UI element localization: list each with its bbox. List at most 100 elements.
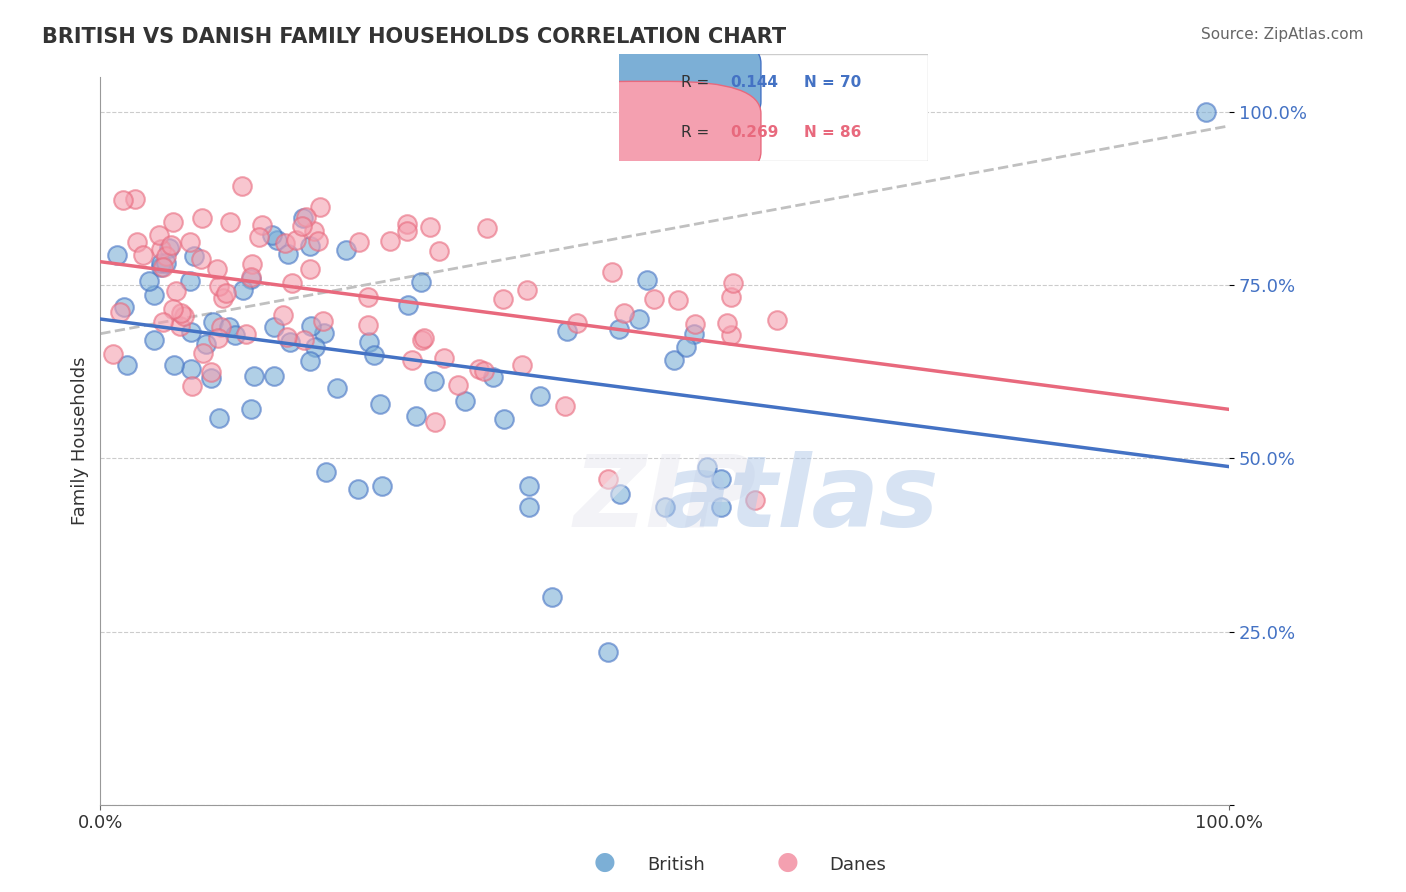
Point	[242, 257, 264, 271]
Point	[280, 276, 302, 290]
Point	[744, 492, 766, 507]
Point	[302, 224, 325, 238]
Point	[405, 409, 427, 423]
Point	[643, 293, 665, 307]
Point	[529, 389, 551, 403]
Point	[157, 241, 180, 255]
Point	[766, 313, 789, 327]
Point	[262, 228, 284, 243]
Point	[169, 319, 191, 334]
FancyBboxPatch shape	[538, 81, 761, 184]
Point	[181, 379, 204, 393]
Point	[149, 260, 172, 274]
Text: ●: ●	[593, 850, 616, 874]
Point	[232, 284, 254, 298]
Point	[557, 325, 579, 339]
Point	[208, 410, 231, 425]
Point	[363, 348, 385, 362]
Point	[214, 285, 236, 300]
FancyBboxPatch shape	[538, 31, 761, 134]
Point	[108, 305, 131, 319]
Point	[218, 320, 240, 334]
Point	[195, 336, 218, 351]
Point	[654, 500, 676, 514]
Point	[298, 261, 321, 276]
Point	[600, 265, 623, 279]
Point	[200, 365, 222, 379]
Point	[433, 351, 456, 366]
Point	[112, 301, 135, 315]
Point	[613, 306, 636, 320]
Point	[278, 335, 301, 350]
Point	[565, 316, 588, 330]
Point	[138, 274, 160, 288]
Point	[239, 402, 262, 417]
Point	[193, 346, 215, 360]
Point	[292, 211, 315, 226]
Point	[468, 362, 491, 376]
Text: 0.144: 0.144	[730, 75, 778, 90]
Point	[419, 220, 441, 235]
Point	[202, 315, 225, 329]
Point	[301, 318, 323, 333]
Point	[117, 358, 139, 372]
Point	[277, 247, 299, 261]
Point	[212, 291, 235, 305]
Point	[307, 234, 329, 248]
Point	[252, 218, 274, 232]
Point	[482, 370, 505, 384]
Point	[411, 334, 433, 348]
Point	[357, 290, 380, 304]
Point	[266, 233, 288, 247]
Point	[183, 249, 205, 263]
Point	[111, 193, 134, 207]
Point	[683, 317, 706, 331]
Point	[554, 399, 576, 413]
Point	[180, 362, 202, 376]
Point	[150, 256, 173, 270]
Point	[517, 500, 540, 514]
Point	[127, 235, 149, 249]
Point	[510, 358, 533, 372]
Point	[413, 331, 436, 345]
Point	[357, 318, 380, 332]
Text: Source: ZipAtlas.com: Source: ZipAtlas.com	[1201, 27, 1364, 42]
Text: ●: ●	[776, 850, 799, 874]
Point	[423, 374, 446, 388]
Point	[180, 325, 202, 339]
Point	[598, 645, 620, 659]
Point	[662, 352, 685, 367]
Point	[380, 235, 402, 249]
Point	[162, 301, 184, 316]
Point	[540, 590, 562, 604]
Point	[208, 279, 231, 293]
Point	[148, 227, 170, 242]
Point	[517, 479, 540, 493]
Point	[371, 479, 394, 493]
Point	[454, 394, 477, 409]
Point	[636, 272, 658, 286]
Point	[231, 179, 253, 194]
Point	[173, 309, 195, 323]
Point	[335, 244, 357, 258]
Point	[312, 314, 335, 328]
Point	[101, 346, 124, 360]
Point	[273, 308, 295, 322]
Text: N = 86: N = 86	[804, 125, 862, 140]
Point	[291, 219, 314, 234]
Text: 0.269: 0.269	[730, 125, 779, 140]
Text: British: British	[647, 856, 704, 874]
Point	[446, 378, 468, 392]
Point	[292, 333, 315, 347]
Point	[1195, 105, 1218, 120]
Point	[475, 221, 498, 235]
Point	[696, 460, 718, 475]
Text: atlas: atlas	[662, 450, 938, 548]
Point	[598, 472, 620, 486]
Point	[247, 230, 270, 244]
Point	[209, 319, 232, 334]
Point	[155, 249, 177, 263]
Point	[179, 275, 201, 289]
Point	[494, 412, 516, 426]
Point	[142, 334, 165, 348]
